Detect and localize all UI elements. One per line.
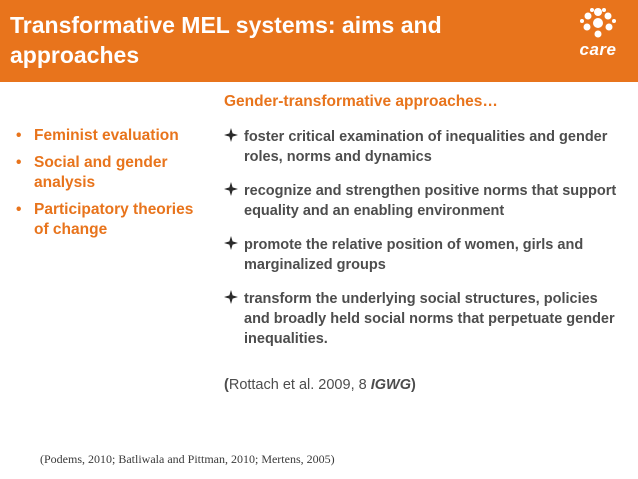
diamond-bullet-icon: [224, 128, 238, 142]
slide-title: Transformative MEL systems: aims and app…: [10, 12, 442, 68]
approaches-heading: Gender-transformative approaches…: [224, 93, 498, 110]
citation-open: (: [224, 377, 229, 393]
approach-item: promote the relative position of women, …: [224, 235, 624, 275]
method-list: Feminist evaluation Social and gender an…: [16, 126, 206, 247]
footer-references: (Podems, 2010; Batliwala and Pittman, 20…: [40, 452, 335, 466]
approach-item: foster critical examination of inequalit…: [224, 127, 624, 167]
care-logo-icon: [580, 8, 616, 38]
approach-text: recognize and strengthen positive norms …: [244, 183, 617, 219]
approach-text: promote the relative position of women, …: [244, 237, 584, 273]
approach-item: transform the underlying social structur…: [224, 289, 624, 349]
citation-body: Rottach et al. 2009, 8: [228, 377, 371, 393]
citation-org: IGWG: [370, 377, 411, 393]
source-citation: (Rottach et al. 2009, 8 IGWG): [224, 375, 624, 395]
approach-text: transform the underlying social structur…: [244, 291, 615, 347]
diamond-bullet-icon: [224, 290, 238, 304]
method-item-participatory-toc: Participatory theories of change: [16, 200, 206, 240]
approaches-list: foster critical examination of inequalit…: [224, 127, 624, 363]
diamond-bullet-icon: [224, 182, 238, 196]
care-logo-text: care: [579, 40, 617, 59]
method-item-social-gender-analysis: Social and gender analysis: [16, 153, 206, 193]
approach-text: foster critical examination of inequalit…: [244, 129, 608, 165]
citation-close: ): [411, 377, 416, 393]
approach-item: recognize and strengthen positive norms …: [224, 181, 624, 221]
care-logo: care: [566, 6, 630, 66]
title-bar: Transformative MEL systems: aims and app…: [0, 0, 638, 82]
diamond-bullet-icon: [224, 236, 238, 250]
method-item-feminist-evaluation: Feminist evaluation: [16, 126, 206, 146]
